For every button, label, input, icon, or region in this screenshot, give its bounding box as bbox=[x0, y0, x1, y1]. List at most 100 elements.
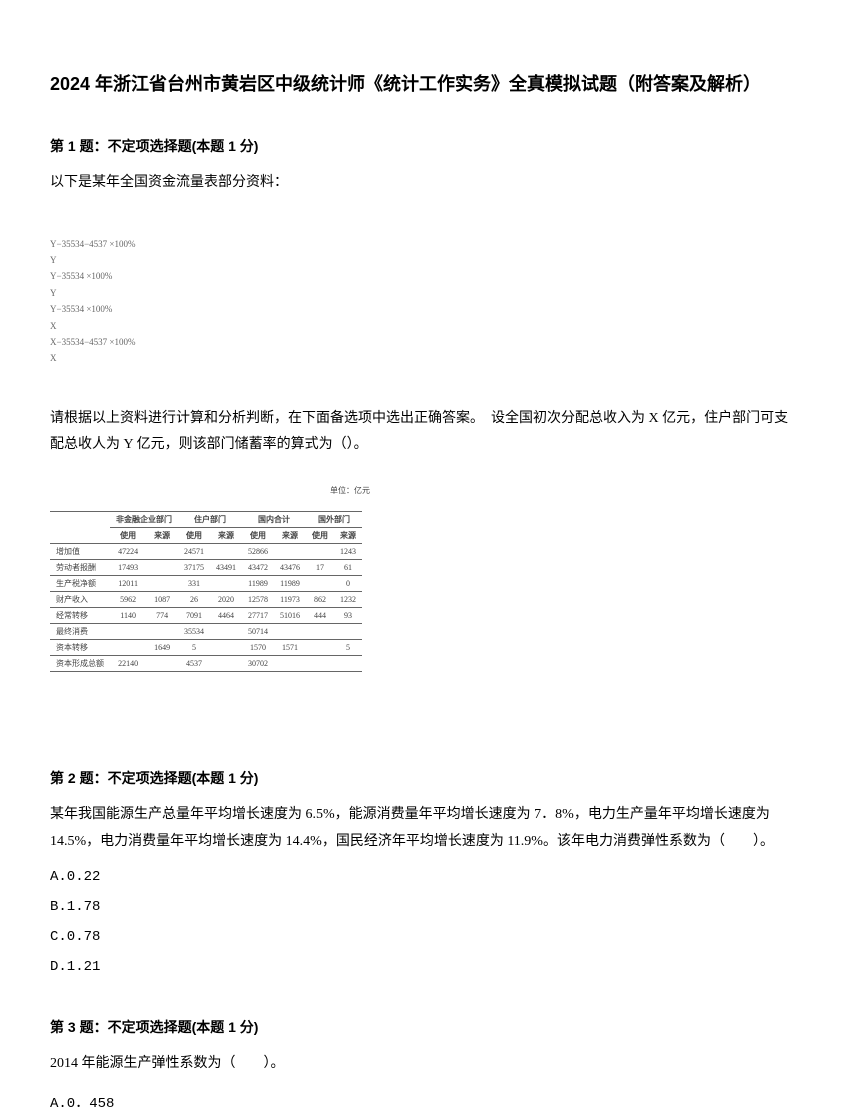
table-cell: 1232 bbox=[334, 591, 362, 607]
table-cell bbox=[274, 623, 306, 639]
q2-option-d: D.1.21 bbox=[50, 959, 800, 975]
table-cell: 7091 bbox=[178, 607, 210, 623]
q1-data-table: 非金融企业部门 住户部门 国内合计 国外部门 使用 来源 使用 来源 使用 来源… bbox=[50, 511, 362, 672]
table-cell: 5962 bbox=[110, 591, 146, 607]
table-row: 经常转移114077470914464277175101644493 bbox=[50, 607, 362, 623]
table-cell: 774 bbox=[146, 607, 178, 623]
table-cell bbox=[146, 543, 178, 559]
table-cell: 12011 bbox=[110, 575, 146, 591]
table-cell: 17493 bbox=[110, 559, 146, 575]
table-cell: 862 bbox=[306, 591, 334, 607]
page-title: 2024 年浙江省台州市黄岩区中级统计师《统计工作实务》全真模拟试题（附答案及解… bbox=[50, 70, 800, 96]
table-row: 生产税净额1201133111989119890 bbox=[50, 575, 362, 591]
col-sub: 使用 bbox=[178, 527, 210, 543]
table-cell: 50714 bbox=[242, 623, 274, 639]
table-cell: 26 bbox=[178, 591, 210, 607]
table-row: 财产收入5962108726202012578119738621232 bbox=[50, 591, 362, 607]
q1-paragraph: 请根据以上资料进行计算和分析判断，在下面备选项中选出正确答案。 设全国初次分配总… bbox=[50, 406, 800, 459]
q3-option-a: A.0．458 bbox=[50, 1092, 800, 1112]
table-cell: 1243 bbox=[334, 543, 362, 559]
col-group: 住户部门 bbox=[178, 511, 242, 527]
col-group: 非金融企业部门 bbox=[110, 511, 178, 527]
table-cell bbox=[306, 655, 334, 671]
table-cell: 2020 bbox=[210, 591, 242, 607]
table-cell: 1571 bbox=[274, 639, 306, 655]
table-cell bbox=[110, 639, 146, 655]
col-sub: 来源 bbox=[210, 527, 242, 543]
table-cell: 1570 bbox=[242, 639, 274, 655]
col-sub: 使用 bbox=[242, 527, 274, 543]
formula-line: Y bbox=[50, 253, 800, 267]
formula-line: Y−35534−4537 ×100% bbox=[50, 237, 800, 251]
row-label: 经常转移 bbox=[50, 607, 110, 623]
formula-line: X−35534−4537 ×100% bbox=[50, 335, 800, 349]
table-cell: 37175 bbox=[178, 559, 210, 575]
table-cell bbox=[146, 623, 178, 639]
row-label: 生产税净额 bbox=[50, 575, 110, 591]
table-cell: 43472 bbox=[242, 559, 274, 575]
table-cell: 47224 bbox=[110, 543, 146, 559]
table-row: 资本转移16495157015715 bbox=[50, 639, 362, 655]
table-cell bbox=[146, 575, 178, 591]
q1-formulas: Y−35534−4537 ×100% Y Y−35534 ×100% Y Y−3… bbox=[50, 237, 800, 366]
table-cell: 52866 bbox=[242, 543, 274, 559]
table-cell: 5 bbox=[334, 639, 362, 655]
table-cell bbox=[210, 543, 242, 559]
formula-line: Y−35534 ×100% bbox=[50, 302, 800, 316]
q2-option-c: C.0.78 bbox=[50, 929, 800, 945]
table-cell: 61 bbox=[334, 559, 362, 575]
table-cell: 12578 bbox=[242, 591, 274, 607]
table-cell: 11989 bbox=[242, 575, 274, 591]
col-sub: 使用 bbox=[110, 527, 146, 543]
row-label: 资本形成总额 bbox=[50, 655, 110, 671]
table-cell: 43476 bbox=[274, 559, 306, 575]
table-cell bbox=[146, 655, 178, 671]
table-cell: 1140 bbox=[110, 607, 146, 623]
table-row: 最终消费3553450714 bbox=[50, 623, 362, 639]
col-sub: 使用 bbox=[306, 527, 334, 543]
table-row: 劳动者报酬17493371754349143472434761761 bbox=[50, 559, 362, 575]
q2-paragraph: 某年我国能源生产总量年平均增长速度为 6.5%，能源消费量年平均增长速度为 7．… bbox=[50, 802, 800, 855]
table-cell: 5 bbox=[178, 639, 210, 655]
table-cell: 444 bbox=[306, 607, 334, 623]
formula-line: Y bbox=[50, 286, 800, 300]
table-cell: 93 bbox=[334, 607, 362, 623]
q2-option-b: B.1.78 bbox=[50, 899, 800, 915]
table-unit: 单位：亿元 bbox=[50, 485, 370, 496]
table-cell: 27717 bbox=[242, 607, 274, 623]
table-cell: 0 bbox=[334, 575, 362, 591]
row-label: 增加值 bbox=[50, 543, 110, 559]
table-cell: 4464 bbox=[210, 607, 242, 623]
q3-heading: 第 3 题：不定项选择题(本题 1 分) bbox=[50, 1017, 800, 1037]
table-cell bbox=[274, 655, 306, 671]
q1-intro: 以下是某年全国资金流量表部分资料： bbox=[50, 170, 800, 197]
table-cell: 1087 bbox=[146, 591, 178, 607]
table-cell bbox=[210, 575, 242, 591]
row-label: 资本转移 bbox=[50, 639, 110, 655]
col-group: 国内合计 bbox=[242, 511, 306, 527]
table-cell bbox=[306, 543, 334, 559]
q2-option-a: A.0.22 bbox=[50, 869, 800, 885]
row-label: 财产收入 bbox=[50, 591, 110, 607]
formula-line: X bbox=[50, 351, 800, 365]
col-sub: 来源 bbox=[146, 527, 178, 543]
table-cell bbox=[210, 623, 242, 639]
q1-heading: 第 1 题：不定项选择题(本题 1 分) bbox=[50, 136, 800, 156]
table-cell bbox=[306, 575, 334, 591]
row-label: 劳动者报酬 bbox=[50, 559, 110, 575]
table-cell: 51016 bbox=[274, 607, 306, 623]
table-cell bbox=[306, 639, 334, 655]
table-row: 资本形成总额22140453730702 bbox=[50, 655, 362, 671]
table-cell: 11989 bbox=[274, 575, 306, 591]
row-label: 最终消费 bbox=[50, 623, 110, 639]
col-sub: 来源 bbox=[334, 527, 362, 543]
table-cell bbox=[274, 543, 306, 559]
table-cell bbox=[334, 623, 362, 639]
table-cell: 22140 bbox=[110, 655, 146, 671]
table-cell: 24571 bbox=[178, 543, 210, 559]
col-group: 国外部门 bbox=[306, 511, 362, 527]
table-cell: 17 bbox=[306, 559, 334, 575]
table-cell bbox=[110, 623, 146, 639]
table-cell: 1649 bbox=[146, 639, 178, 655]
table-cell: 11973 bbox=[274, 591, 306, 607]
